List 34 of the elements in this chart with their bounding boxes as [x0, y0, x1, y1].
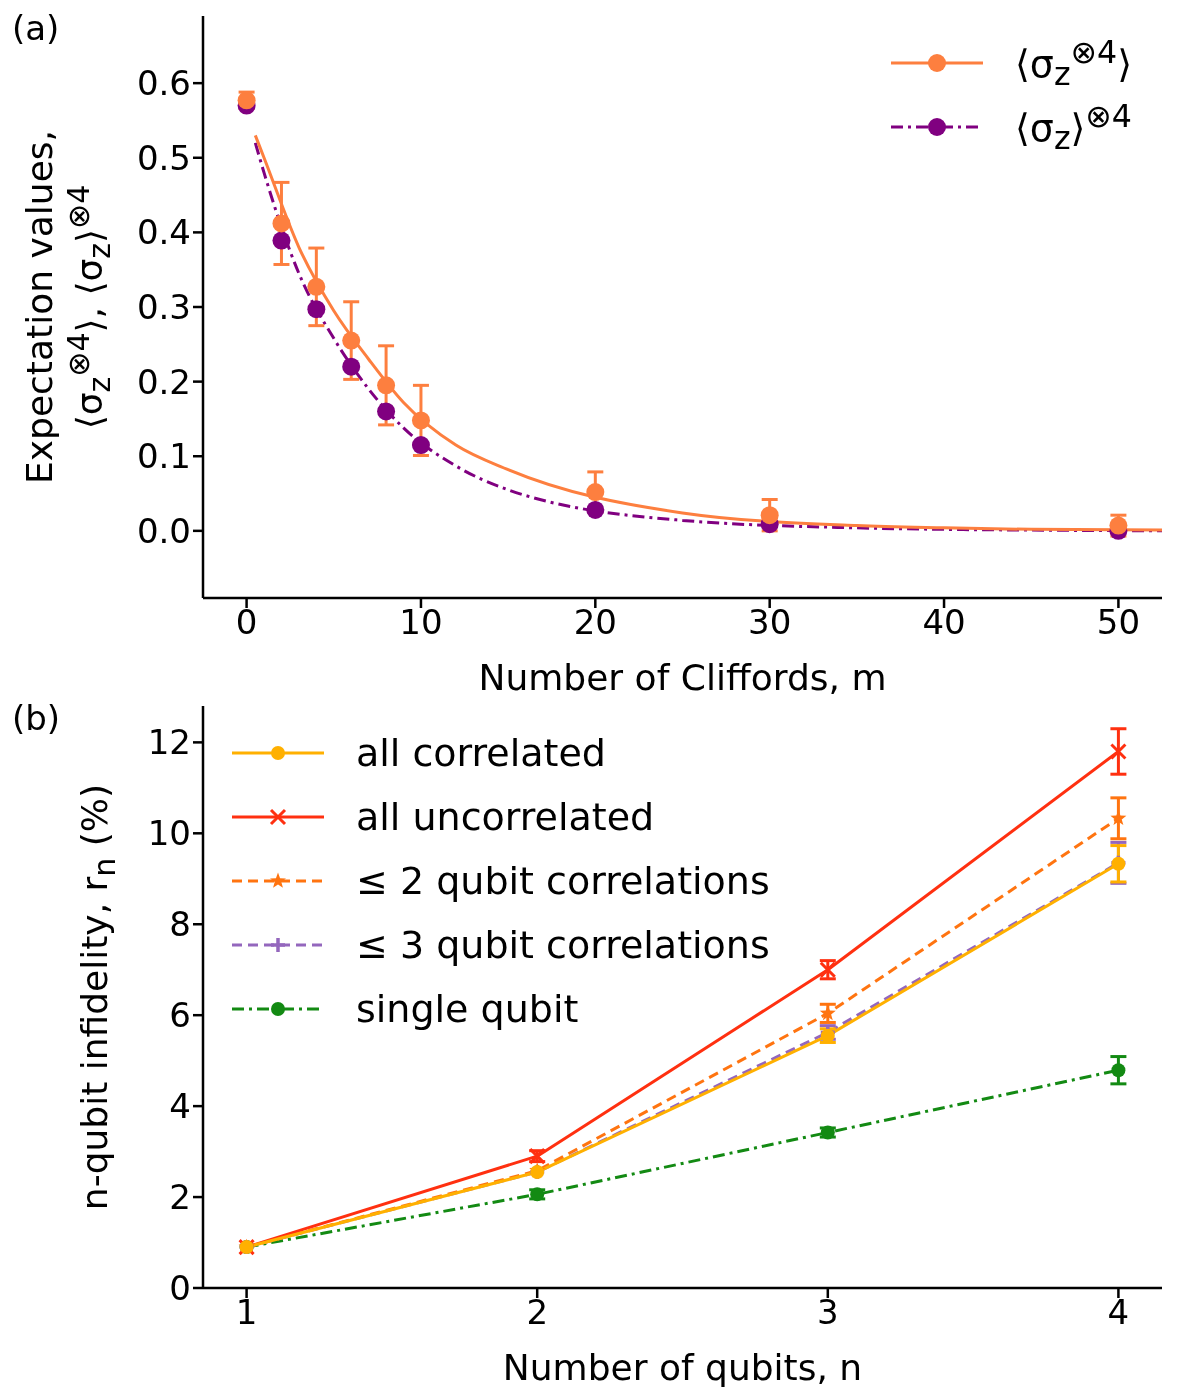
- legend-label: ≤ 2 qubit correlations: [356, 859, 770, 903]
- y-tick-label: 6: [169, 995, 191, 1036]
- x-tick-label: 4: [1107, 1292, 1130, 1333]
- y-tick-label: 0.3: [136, 287, 191, 328]
- x-tick-label: 30: [748, 602, 792, 643]
- y-tick-label: 8: [169, 904, 191, 945]
- y-tick-label: 12: [147, 722, 191, 763]
- y-tick-label: 0.2: [136, 361, 191, 402]
- x-tick-label: 40: [922, 602, 966, 643]
- legend-label: ⟨σ$_{z}$$^{⊗4}$⟩: [1014, 33, 1132, 93]
- y-tick-label: 0.6: [136, 63, 191, 104]
- legend-label: all uncorrelated: [356, 795, 655, 839]
- x-tick-label: 50: [1096, 602, 1141, 643]
- y-tick-label: 4: [169, 1086, 191, 1127]
- legend-label: ≤ 3 qubit correlations: [356, 923, 770, 967]
- legend-label: all correlated: [356, 731, 606, 775]
- legend-label: single qubit: [356, 987, 579, 1031]
- y-tick-label: 2: [169, 1177, 191, 1218]
- x-tick-label: 1: [235, 1292, 258, 1333]
- text: (b): [12, 698, 61, 738]
- x-tick-label: 3: [816, 1292, 839, 1333]
- legend-label: ⟨σ$_{z}$⟩$^{⊗4}$: [1014, 97, 1132, 157]
- y-tick-label: 0.1: [136, 436, 191, 477]
- x-tick-label: 20: [573, 602, 617, 643]
- x-tick-label: 0: [235, 602, 258, 643]
- y-tick-label: 10: [147, 813, 191, 854]
- y-tick-label: 0.0: [136, 510, 191, 551]
- x-axis-title: Number of qubits, n: [502, 1347, 863, 1388]
- x-tick-label: 2: [526, 1292, 549, 1333]
- y-tick-label: 0.5: [136, 137, 191, 178]
- text: (a): [12, 8, 60, 48]
- x-tick-label: 10: [399, 602, 443, 643]
- y-tick-label: 0.4: [136, 212, 191, 253]
- x-axis-title: Number of Cliffords, m: [478, 657, 887, 698]
